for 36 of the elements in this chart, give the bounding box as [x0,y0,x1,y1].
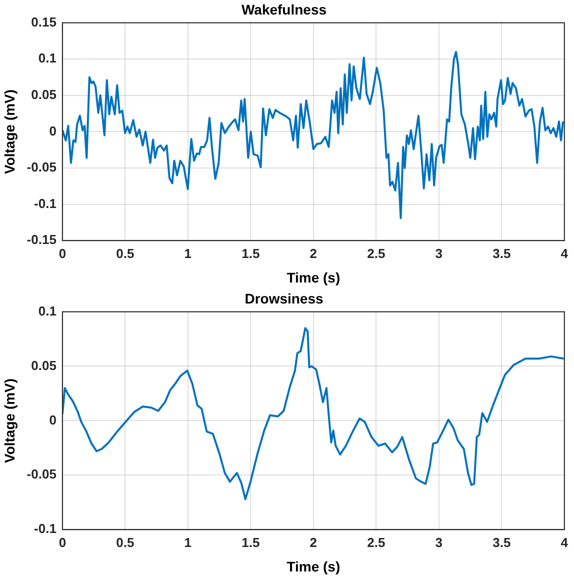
chart-title: Wakefulness [241,1,327,18]
y-tick-label: -0.1 [34,196,56,211]
x-tick-label: 1.5 [242,534,260,550]
x-tick-label: 2 [310,246,318,261]
x-tick-label: 2 [310,534,318,550]
y-tick-label: 0.1 [38,303,56,318]
x-tick-label: 1 [184,534,192,550]
y-tick-label: -0.05 [26,160,56,175]
y-axis-title: Voltage (mV) [1,89,18,174]
x-tick-label: 0 [58,534,66,550]
y-axis-title: Voltage (mV) [1,378,18,463]
y-tick-label: 0 [49,123,56,138]
x-tick-label: 3 [435,246,443,261]
x-tick-label: 3.5 [492,246,511,261]
x-tick-label: 1 [184,246,192,261]
y-tick-label: 0.05 [31,358,56,373]
x-tick-label: 0.5 [116,534,134,550]
chart-title: Drowsiness [244,290,324,306]
y-tick-label: 0.05 [31,86,56,102]
x-tick-label: 3.5 [492,534,511,550]
x-tick-label: 0.5 [116,246,134,261]
y-tick-label: -0.15 [26,232,56,248]
x-tick-label: 0 [58,246,66,261]
y-tick-label: -0.1 [34,521,56,536]
y-tick-label: 0.1 [38,50,56,66]
x-tick-label: 4 [560,246,569,261]
x-tick-label: 4 [560,534,569,550]
y-tick-label: 0.15 [31,14,56,30]
x-tick-label: 1.5 [242,246,260,261]
y-tick-label: -0.05 [26,466,56,482]
y-tick-label: 0 [49,412,56,428]
x-tick-label: 2.5 [367,246,386,261]
x-tick-label: 3 [435,534,443,550]
x-tick-label: 2.5 [367,534,386,550]
x-axis-title: Time (s) [286,269,340,286]
x-axis-title: Time (s) [286,558,340,574]
